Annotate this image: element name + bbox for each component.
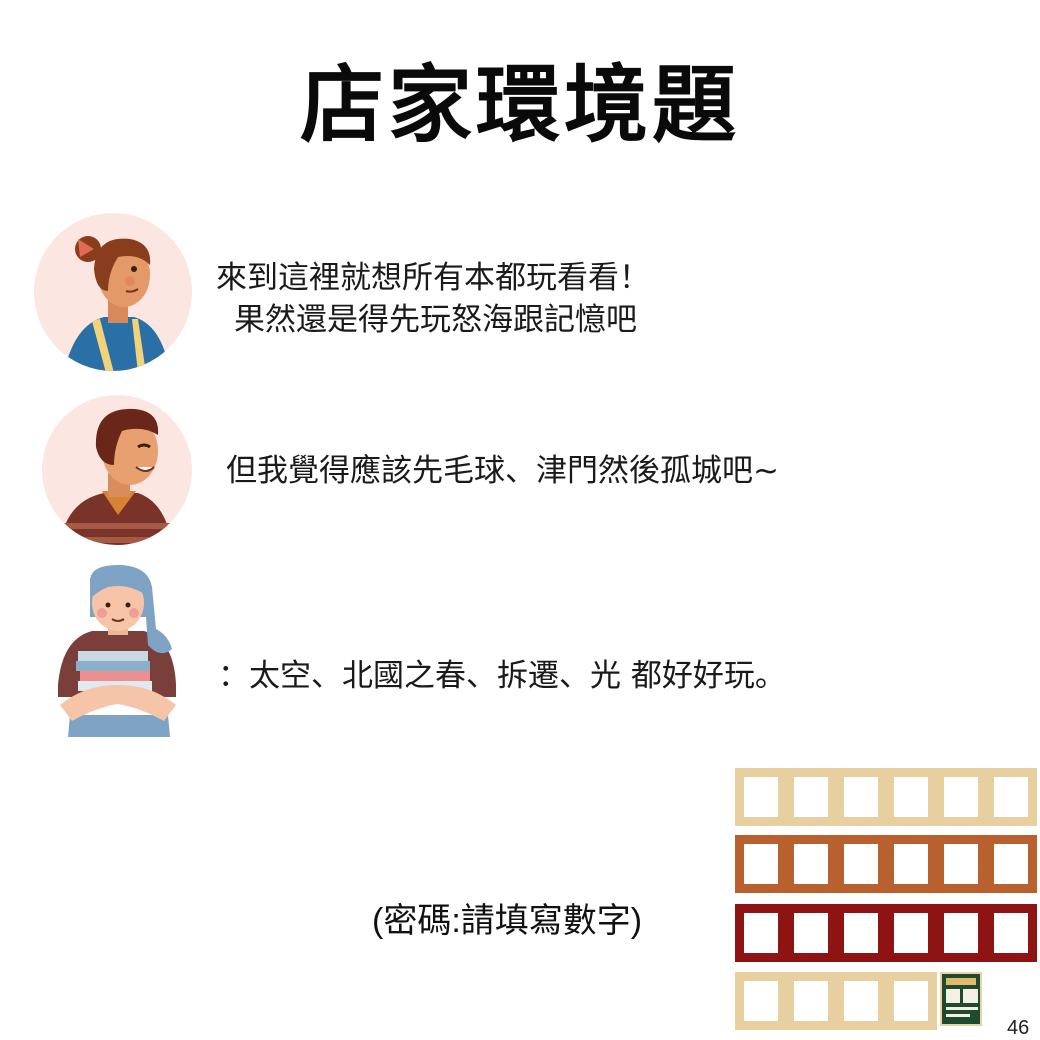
answer-box[interactable] <box>935 835 987 893</box>
dialogue-line: 果然還是得先玩怒海跟記憶吧 <box>234 302 637 338</box>
girl-holding-books-avatar <box>58 565 176 737</box>
answer-box[interactable] <box>785 904 837 962</box>
answer-box[interactable] <box>785 972 837 1030</box>
answer-box[interactable] <box>885 904 937 962</box>
page-number: 46 <box>1007 1017 1030 1039</box>
answer-box[interactable] <box>985 768 1037 826</box>
answer-box[interactable] <box>835 768 887 826</box>
answer-box[interactable] <box>935 904 987 962</box>
dialogue-line: ：太空、北國之春、拆遷、光 都好好玩。 <box>218 658 786 694</box>
answer-box[interactable] <box>885 835 937 893</box>
dialogue-bubble-1: 來到這裡就想所有本都玩看看！ 果然還是得先玩怒海跟記憶吧 <box>216 257 650 341</box>
answer-box[interactable] <box>835 904 887 962</box>
answer-box[interactable] <box>735 768 787 826</box>
dialogue-bubble-3: ：太空、北國之春、拆遷、光 都好好玩。 <box>218 655 786 697</box>
answer-box[interactable] <box>735 835 787 893</box>
answer-box[interactable] <box>785 835 837 893</box>
dialogue-bubble-2: 但我覺得應該先毛球、津門然後孤城吧~ <box>226 450 779 492</box>
answer-box[interactable] <box>935 768 987 826</box>
answer-box[interactable] <box>985 904 1037 962</box>
promo-card-thumbnail-icon <box>940 972 982 1026</box>
answer-box[interactable] <box>735 972 787 1030</box>
woman-with-apron-avatar <box>34 213 192 371</box>
answer-box[interactable] <box>785 768 837 826</box>
answer-box[interactable] <box>885 768 937 826</box>
dialogue-line: 但我覺得應該先毛球、津門然後孤城吧~ <box>226 453 779 489</box>
page-title: 店家環境題 <box>299 56 740 154</box>
password-hint: (密碼:請填寫數字) <box>372 902 643 940</box>
answer-box[interactable] <box>835 972 887 1030</box>
answer-box[interactable] <box>835 835 887 893</box>
answer-box[interactable] <box>735 904 787 962</box>
dialogue-line: 來到這裡就想所有本都玩看看！ <box>216 260 650 296</box>
answer-box[interactable] <box>985 835 1037 893</box>
answer-box[interactable] <box>885 972 937 1030</box>
smiling-man-avatar <box>42 395 192 545</box>
